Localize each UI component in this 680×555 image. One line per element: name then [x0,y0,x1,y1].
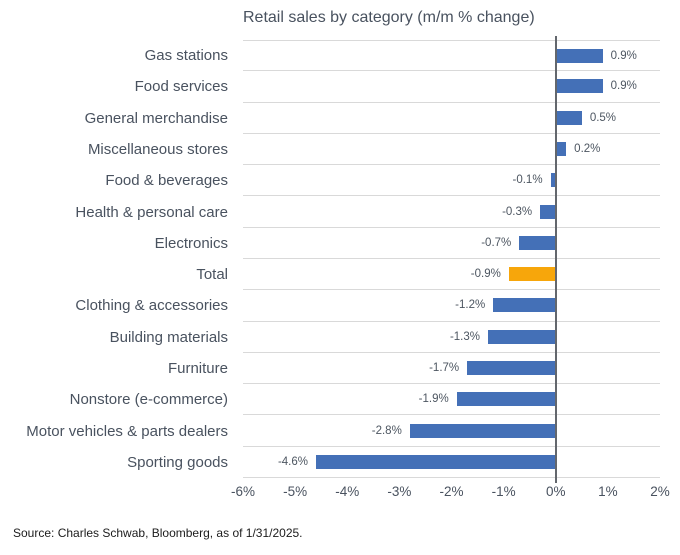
plot-cell: 0.2% [243,134,660,166]
plot-cell: -1.2% [243,290,660,322]
plot-cell: -1.3% [243,322,660,353]
x-axis: -6% -5% -4% -3% -2% -1% 0% 1% 2% [231,484,670,504]
chart-row: General merchandise 0.5% [0,103,660,134]
category-label: General merchandise [84,109,228,127]
category-label: Sporting goods [127,453,228,471]
bar [555,79,603,94]
x-axis-tick: 2% [650,484,670,499]
bar [540,204,556,219]
value-label: -0.1% [512,174,543,187]
plot-cell: -1.7% [243,353,660,385]
category-label: Clothing & accessories [75,297,228,315]
plot-cell: -0.9% [243,259,660,291]
value-label: -0.9% [470,268,501,281]
x-axis-tick: -3% [387,484,412,499]
chart-row: Electronics -0.7% [0,228,660,259]
chart-row: Health & personal care -0.3% [0,196,660,228]
chart-row: Sporting goods -4.6% [0,447,660,478]
category-label: Food & beverages [105,172,228,190]
chart-row: Miscellaneous stores 0.2% [0,134,660,166]
category-label: Nonstore (e-commerce) [69,391,228,409]
highlight-bar [508,267,556,282]
bar [488,329,556,344]
bar [409,423,556,438]
value-label: 0.2% [574,142,601,155]
value-label: -0.7% [481,236,512,249]
plot-cell: -4.6% [243,447,660,478]
value-label: 0.9% [610,49,637,62]
x-axis-tick: -5% [283,484,308,499]
plot-cell: -1.9% [243,384,660,416]
category-label: Health & personal care [75,203,228,221]
x-axis-tick: 1% [598,484,618,499]
plot-cell: -0.7% [243,228,660,259]
category-label: Electronics [154,234,228,252]
x-axis-tick: -6% [230,484,256,499]
category-label: Building materials [109,328,228,346]
plot-cell: 0.9% [243,71,660,103]
chart-row: Total -0.9% [0,259,660,291]
value-label: 0.5% [589,111,617,124]
chart-row: Nonstore (e-commerce) -1.9% [0,384,660,416]
bar [456,392,556,407]
chart-row: Gas stations 0.9% [0,40,660,72]
bar [555,141,567,156]
chart-row: Building materials -1.3% [0,322,660,353]
bar [519,235,556,250]
bar [467,360,556,375]
x-axis-tick: -4% [335,484,360,499]
plot-cell: -0.1% [243,165,660,197]
plot-cell: 0.9% [243,40,660,72]
value-label: -2.8% [371,424,402,437]
chart-row: Food & beverages -0.1% [0,165,660,197]
plot-cell: -2.8% [243,415,660,447]
category-label: Total [196,266,228,284]
x-axis-tick: -2% [439,484,464,499]
source-note: Source: Charles Schwab, Bloomberg, as of… [13,526,303,540]
bar [550,173,556,188]
bar [493,298,556,313]
bar [315,454,556,469]
value-label: 0.9% [610,80,637,93]
value-label: -1.9% [418,393,449,406]
plot-cell: 0.5% [243,103,660,134]
category-label: Miscellaneous stores [87,140,228,158]
category-label: Furniture [167,359,228,377]
rows: Gas stations 0.9% Food services 0.9% General… [0,40,660,478]
value-label: -0.3% [502,205,533,218]
value-label: -1.7% [429,361,460,374]
value-label: -1.3% [449,330,480,343]
bar [555,110,582,125]
x-axis-tick: -1% [491,484,516,499]
value-label: -1.2% [455,299,486,312]
chart-row: Furniture -1.7% [0,353,660,385]
category-label: Food services [134,78,228,96]
chart-row: Motor vehicles & parts dealers -2.8% [0,415,660,447]
category-label: Motor vehicles & parts dealers [26,422,228,440]
value-label: -4.6% [277,455,308,468]
plot-cell: -0.3% [243,196,660,228]
bar [555,48,603,63]
chart-row: Clothing & accessories -1.2% [0,290,660,322]
x-axis-tick: 0% [545,484,566,499]
chart-title: Retail sales by category (m/m % change) [243,9,535,26]
category-label: Gas stations [144,47,228,65]
chart-row: Food services 0.9% [0,71,660,103]
